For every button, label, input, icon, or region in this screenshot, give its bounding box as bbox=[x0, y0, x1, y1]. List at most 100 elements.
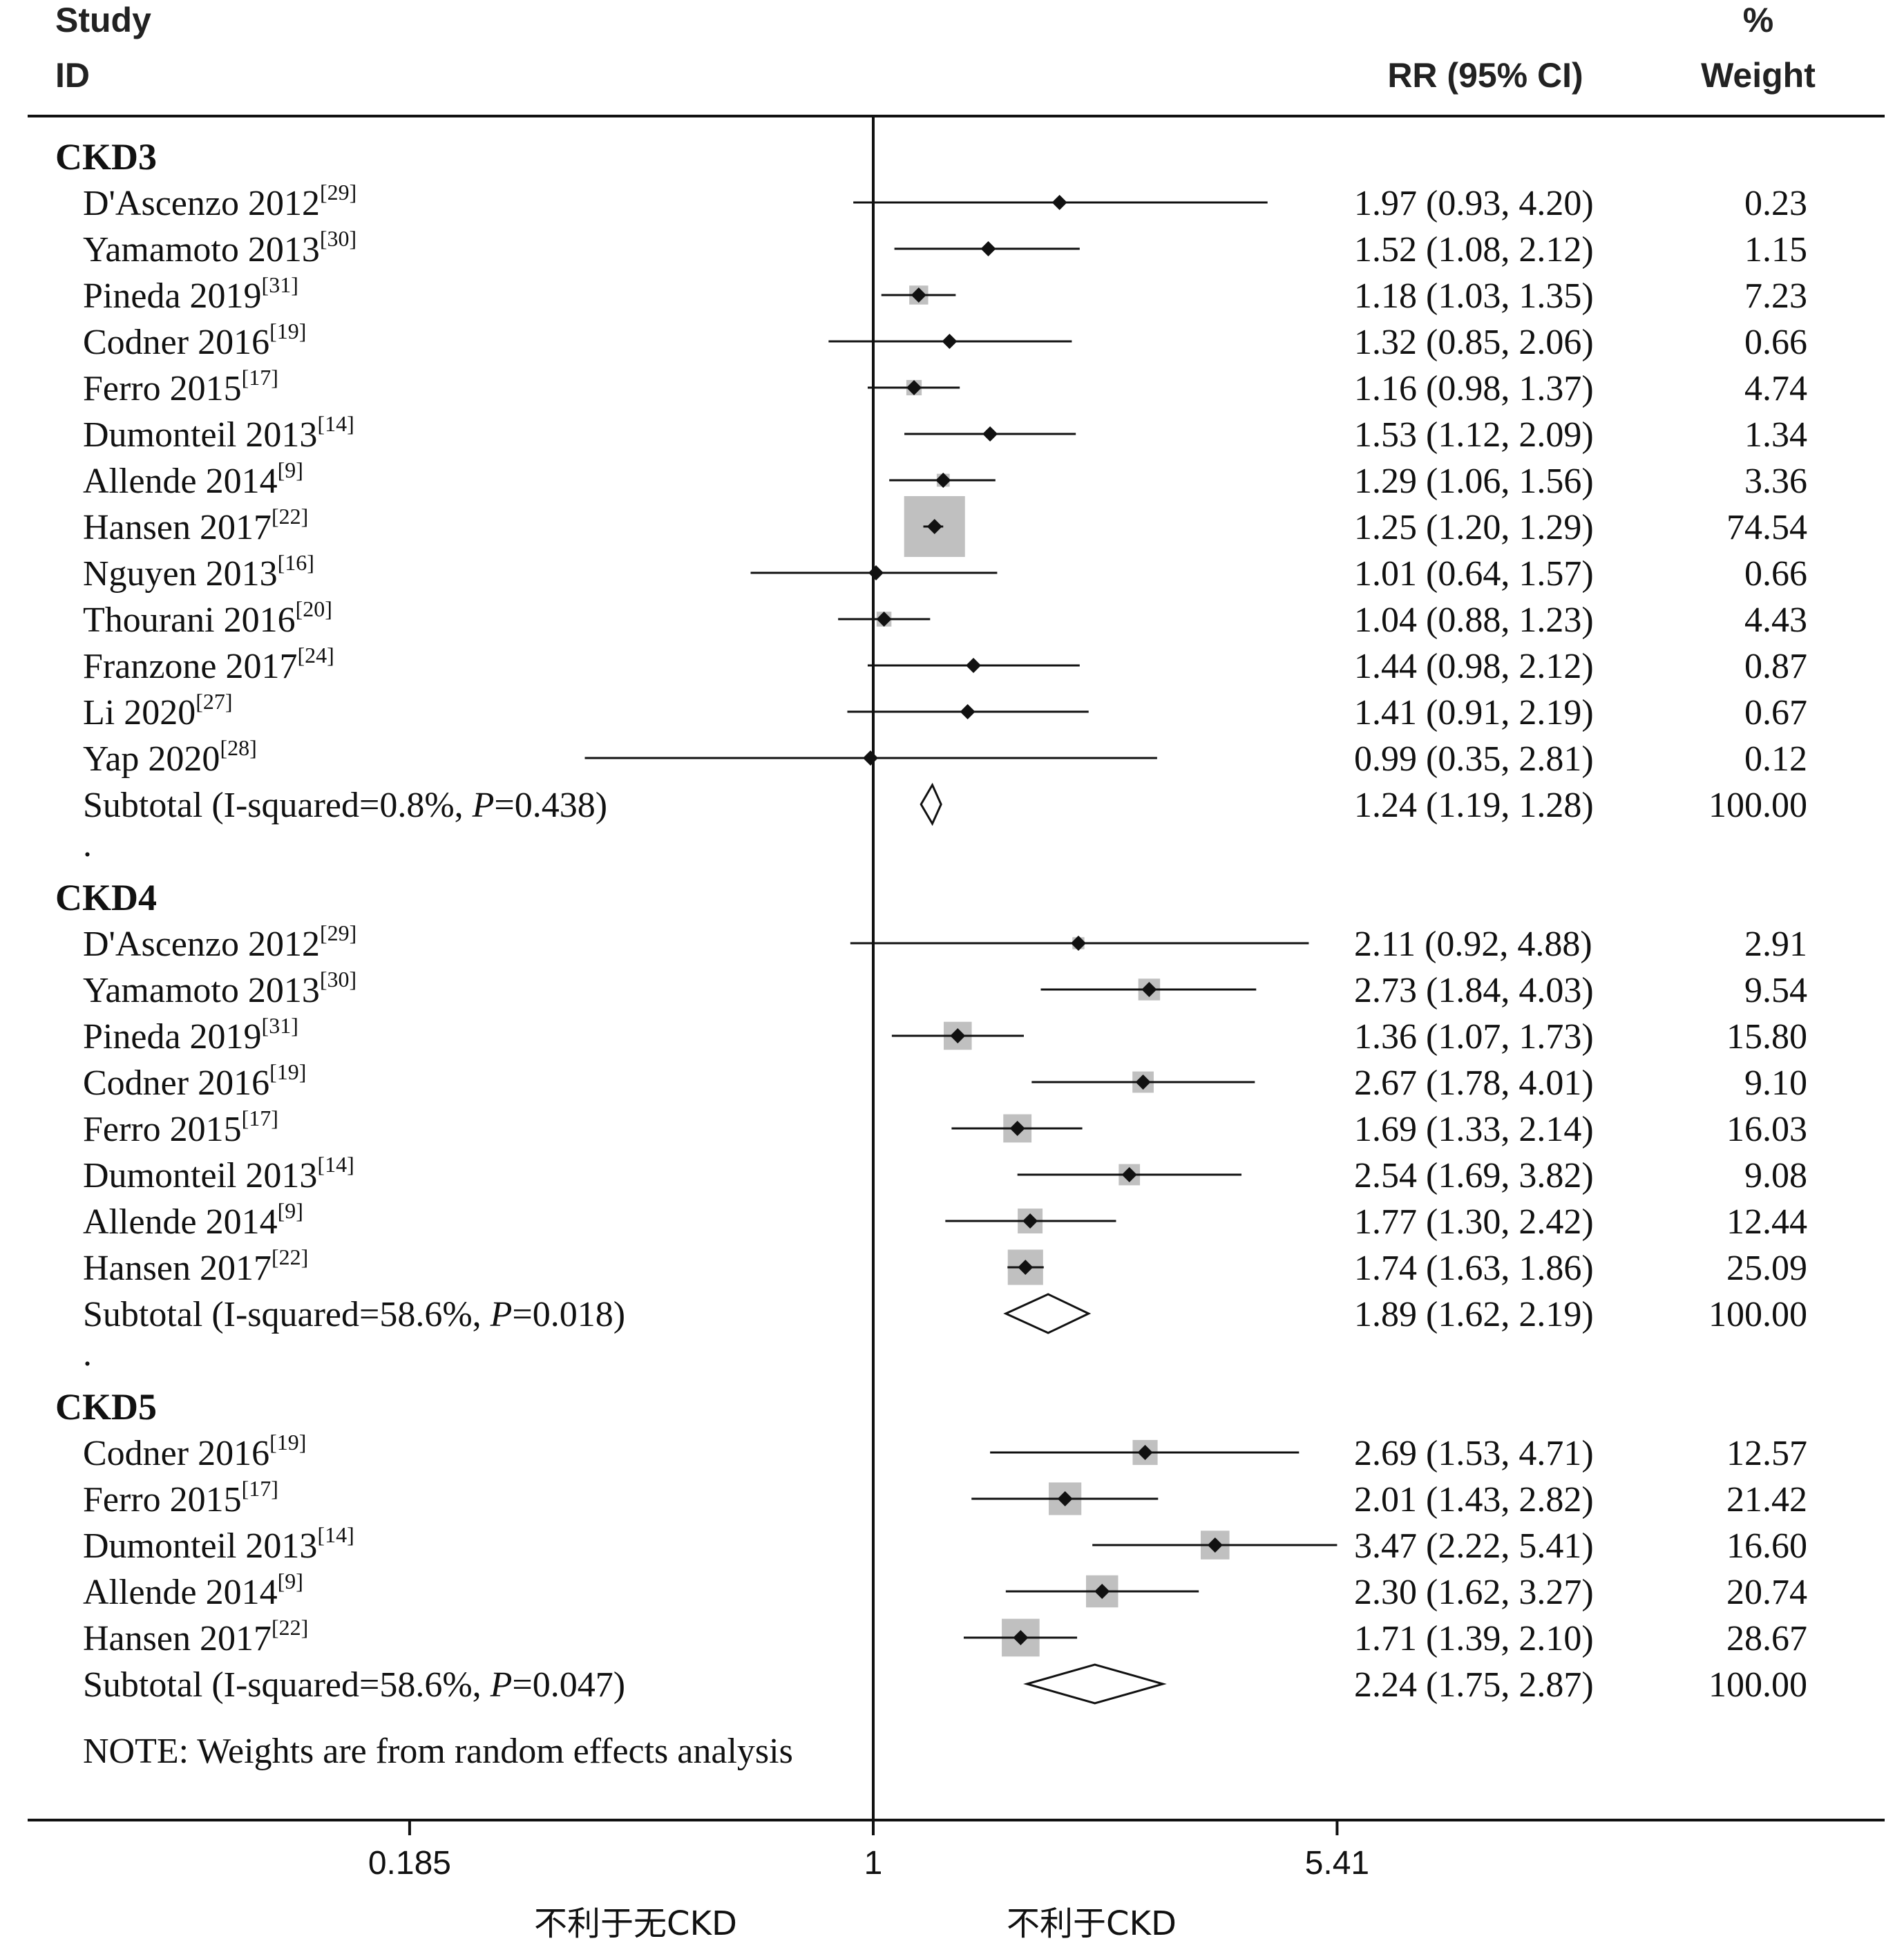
point-estimate bbox=[1022, 1213, 1038, 1229]
table-row: Codner 2016[19] 2.67 (1.78, 4.01) 9.10 bbox=[83, 1059, 1807, 1103]
table-row: Pineda 2019[31] 1.36 (1.07, 1.73) 15.80 bbox=[83, 1013, 1807, 1057]
p-value: =0.047) bbox=[512, 1665, 625, 1705]
point-estimate bbox=[960, 704, 975, 719]
group-label: CKD3 bbox=[55, 136, 157, 178]
rr-ci-value: 1.71 (1.39, 2.10) bbox=[1354, 1619, 1594, 1658]
table-row: Hansen 2017[22] 1.74 (1.63, 1.86) 25.09 bbox=[83, 1244, 1807, 1288]
rr-ci-value: 2.73 (1.84, 4.03) bbox=[1354, 971, 1594, 1010]
table-row: D'Ascenzo 2012[29] 2.11 (0.92, 4.88) 2.91 bbox=[83, 920, 1807, 964]
table-row: Ferro 2015[17] 2.01 (1.43, 2.82) 21.42 bbox=[83, 1476, 1807, 1519]
rr-ci-value: 1.16 (0.98, 1.37) bbox=[1354, 369, 1594, 408]
weight-value: 1.34 bbox=[1744, 415, 1807, 455]
x-label-left: 不利于无CKD bbox=[534, 1904, 737, 1941]
table-row: Codner 2016[19] 2.69 (1.53, 4.71) 12.57 bbox=[83, 1430, 1807, 1473]
study-name: Allende 2014[9] bbox=[83, 457, 303, 501]
study-ref: [19] bbox=[269, 1430, 306, 1455]
table-row: Ferro 2015[17] 1.69 (1.33, 2.14) 16.03 bbox=[83, 1106, 1807, 1149]
study-name: Yap 2020[28] bbox=[83, 735, 257, 779]
rr-ci-value: 1.53 (1.12, 2.09) bbox=[1354, 415, 1594, 455]
point-estimate bbox=[1137, 1445, 1153, 1460]
table-row: Codner 2016[19] 1.32 (0.85, 2.06) 0.66 bbox=[83, 319, 1807, 362]
study-header-line2: ID bbox=[55, 56, 90, 95]
weight-value: 3.36 bbox=[1744, 462, 1807, 501]
study-name: Dumonteil 2013[14] bbox=[83, 1522, 354, 1566]
x-tick-label: 0.185 bbox=[368, 1845, 451, 1882]
study-name: Allende 2014[9] bbox=[83, 1198, 303, 1242]
table-row: Dumonteil 2013[14] 3.47 (2.22, 5.41) 16.60 bbox=[83, 1522, 1807, 1566]
study-name: Nguyen 2013[16] bbox=[83, 550, 314, 594]
x-label-right: 不利于CKD bbox=[1007, 1904, 1177, 1941]
table-row: Thourani 2016[20] 1.04 (0.88, 1.23) 4.43 bbox=[83, 596, 1807, 640]
study-ref: [31] bbox=[262, 272, 298, 297]
study-ref: [17] bbox=[242, 365, 278, 390]
rr-ci-value: 2.01 (1.43, 2.82) bbox=[1354, 1480, 1594, 1519]
rr-ci-value: 1.74 (1.63, 1.86) bbox=[1354, 1249, 1594, 1288]
study-name: D'Ascenzo 2012[29] bbox=[83, 180, 356, 223]
study-ref: [16] bbox=[278, 550, 314, 575]
study-ref: [19] bbox=[269, 1059, 306, 1084]
table-row: Franzone 2017[24] 1.44 (0.98, 2.12) 0.87 bbox=[83, 643, 1807, 686]
weight-value: 74.54 bbox=[1726, 508, 1807, 547]
rr-ci-value: 1.69 (1.33, 2.14) bbox=[1354, 1110, 1594, 1149]
rr-ci-value: 2.54 (1.69, 3.82) bbox=[1354, 1156, 1594, 1195]
point-estimate bbox=[1070, 936, 1086, 951]
subtotal-weight: 100.00 bbox=[1708, 1295, 1807, 1334]
subtotal-row: Subtotal (I-squared=58.6%, P=0.018) 1.89 … bbox=[83, 1293, 1807, 1334]
study-name: Hansen 2017[22] bbox=[83, 1244, 308, 1288]
weight-value: 0.67 bbox=[1744, 693, 1807, 732]
subtotal-label: Subtotal (I-squared=58.6%, P=0.047) bbox=[83, 1665, 625, 1705]
rr-ci-value: 3.47 (2.22, 5.41) bbox=[1354, 1526, 1594, 1566]
group-label: CKD5 bbox=[55, 1386, 157, 1428]
table-row: Nguyen 2013[16] 1.01 (0.64, 1.57) 0.66 bbox=[83, 550, 1807, 594]
study-name: Ferro 2015[17] bbox=[83, 1476, 278, 1519]
study-name: Pineda 2019[31] bbox=[83, 1013, 298, 1057]
subtotal-diamond bbox=[1003, 1293, 1092, 1334]
group-spacer: . bbox=[83, 825, 92, 864]
rr-ci-value: 0.99 (0.35, 2.81) bbox=[1354, 739, 1594, 779]
weight-value: 0.66 bbox=[1744, 323, 1807, 362]
weight-value: 9.08 bbox=[1744, 1156, 1807, 1195]
rr-ci-value: 2.30 (1.62, 3.27) bbox=[1354, 1573, 1594, 1612]
study-ref: [30] bbox=[320, 967, 356, 992]
table-row: Yamamoto 2013[30] 2.73 (1.84, 4.03) 9.54 bbox=[83, 967, 1807, 1010]
subtotal-label: Subtotal (I-squared=58.6%, P=0.018) bbox=[83, 1295, 625, 1334]
weight-value: 9.10 bbox=[1744, 1063, 1807, 1103]
point-estimate bbox=[942, 334, 958, 349]
weight-value: 16.60 bbox=[1726, 1526, 1807, 1566]
weight-value: 1.15 bbox=[1744, 230, 1807, 269]
point-estimate bbox=[935, 473, 951, 488]
point-estimate bbox=[1094, 1584, 1110, 1599]
weight-value: 9.54 bbox=[1744, 971, 1807, 1010]
subtotal-weight: 100.00 bbox=[1708, 786, 1807, 825]
rr-ci-value: 1.36 (1.07, 1.73) bbox=[1354, 1017, 1594, 1057]
table-row: Ferro 2015[17] 1.16 (0.98, 1.37) 4.74 bbox=[83, 365, 1807, 408]
subtotal-rr-ci: 1.24 (1.19, 1.28) bbox=[1354, 786, 1594, 825]
study-ref: [27] bbox=[196, 689, 232, 714]
rr-ci-value: 1.25 (1.20, 1.29) bbox=[1354, 508, 1594, 547]
weight-value: 4.43 bbox=[1744, 600, 1807, 640]
study-name: Thourani 2016[20] bbox=[83, 596, 332, 640]
point-estimate bbox=[966, 658, 982, 673]
point-estimate bbox=[982, 426, 998, 442]
weight-value: 12.57 bbox=[1726, 1434, 1807, 1473]
study-ref: [14] bbox=[317, 1152, 354, 1177]
point-estimate bbox=[926, 519, 942, 534]
study-name: Dumonteil 2013[14] bbox=[83, 411, 354, 455]
weight-header-line1: % bbox=[1743, 1, 1773, 39]
x-axis-ticks: 0.185 1 5.41 bbox=[368, 1820, 1369, 1882]
study-name: D'Ascenzo 2012[29] bbox=[83, 920, 356, 964]
subtotal-row: Subtotal (I-squared=58.6%, P=0.047) 2.24 … bbox=[83, 1663, 1807, 1705]
weight-value: 21.42 bbox=[1726, 1480, 1807, 1519]
subtotal-label: Subtotal (I-squared=0.8%, P=0.438) bbox=[83, 786, 607, 825]
point-estimate bbox=[1207, 1537, 1223, 1553]
table-row: Li 2020[27] 1.41 (0.91, 2.19) 0.67 bbox=[83, 689, 1807, 732]
table-row: Hansen 2017[22] 1.71 (1.39, 2.10) 28.67 bbox=[83, 1615, 1807, 1658]
weight-value: 4.74 bbox=[1744, 369, 1807, 408]
study-ref: [14] bbox=[317, 1522, 354, 1547]
study-name: Dumonteil 2013[14] bbox=[83, 1152, 354, 1195]
table-row: Allende 2014[9] 2.30 (1.62, 3.27) 20.74 bbox=[83, 1569, 1807, 1612]
table-header: Study ID RR (95% CI) % Weight bbox=[55, 1, 1816, 95]
study-ref: [17] bbox=[242, 1476, 278, 1501]
point-estimate bbox=[1135, 1074, 1151, 1090]
